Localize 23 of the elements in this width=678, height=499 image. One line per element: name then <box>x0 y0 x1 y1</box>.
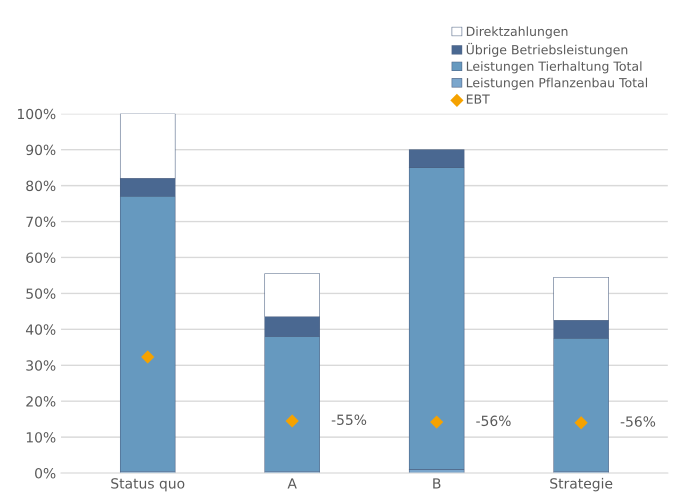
y-tick-label: 80% <box>26 180 56 192</box>
x-tick-label: B <box>433 478 440 488</box>
legend-label: EBT <box>466 94 490 104</box>
y-tick-label: 40% <box>26 324 56 335</box>
legend-label: Leistungen Pflanzenbau Total <box>466 78 648 90</box>
legend-label: Leistungen Tierhaltung Total <box>466 61 642 74</box>
y-tick-label: 50% <box>26 288 56 299</box>
y-tick-label: 0% <box>35 468 56 479</box>
y-tick-label: 70% <box>26 216 56 228</box>
annotation: -56% <box>620 416 656 427</box>
y-tick-label: 10% <box>26 432 56 443</box>
y-tick-label: 20% <box>26 396 56 407</box>
y-tick-label: 60% <box>26 252 56 263</box>
y-tick-label: 90% <box>26 144 56 156</box>
y-tick-label: 100% <box>18 108 56 120</box>
x-tick-label: A <box>288 478 297 488</box>
legend-label: Übrige Betriebsleistungen <box>466 42 628 57</box>
legend-label: Direktzahlungen <box>466 26 568 38</box>
annotation: -55% <box>332 414 366 425</box>
annotation: -56% <box>476 416 511 426</box>
x-tick-label: Strategie <box>550 478 612 492</box>
y-tick-label: 30% <box>26 360 56 371</box>
x-tick-label: Status quo <box>111 478 184 492</box>
